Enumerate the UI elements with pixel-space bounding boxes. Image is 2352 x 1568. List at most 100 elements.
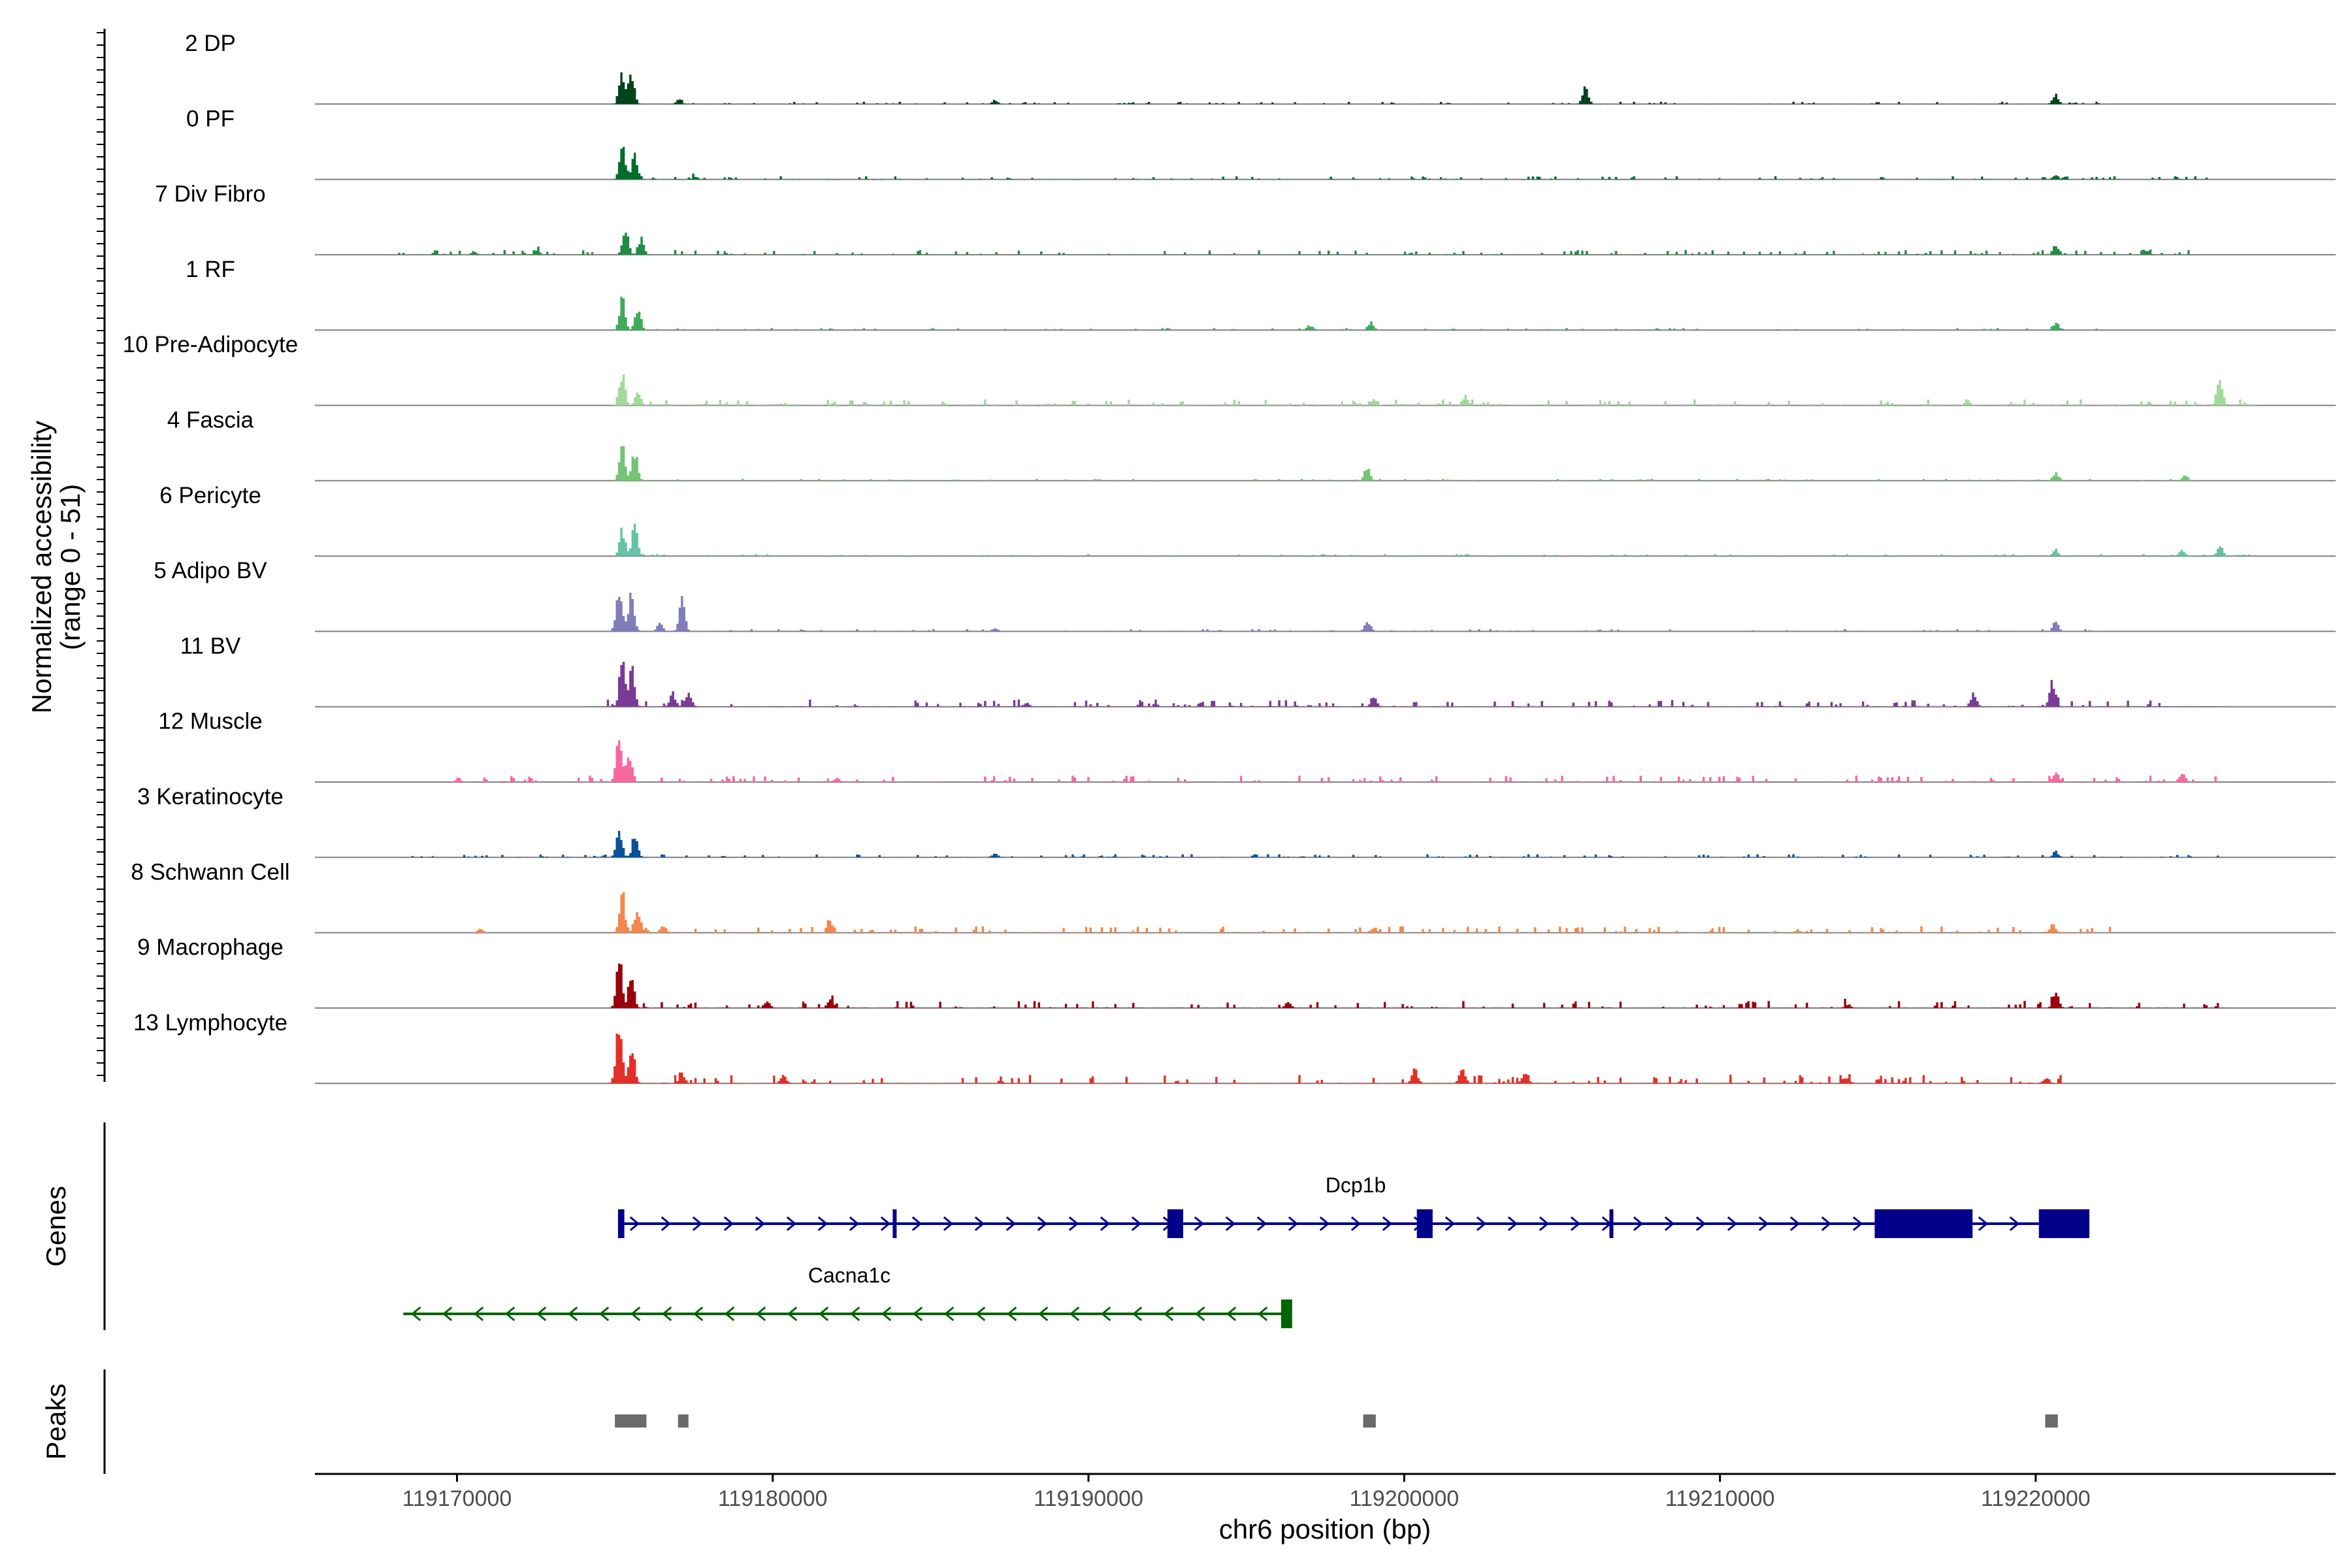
gene-strand-arrow: [1006, 1306, 1017, 1322]
x-axis-tick-label: 119200000: [1349, 1486, 1459, 1511]
coverage-y-axis: [97, 29, 106, 1082]
gene-strand-arrow: [1131, 1216, 1142, 1232]
gene-strand-arrow: [1695, 1216, 1707, 1232]
gene-strand-arrow: [536, 1306, 547, 1322]
gene-exon: [1609, 1209, 1614, 1238]
gene-strand-arrow: [1100, 1216, 1111, 1232]
gene-strand-arrow: [787, 1306, 798, 1322]
track-0: 2 DP: [185, 31, 2336, 105]
x-axis-tick-label: 119190000: [1034, 1486, 1143, 1511]
gene-strand-arrow: [1225, 1216, 1236, 1232]
gene-strand-arrow: [1132, 1306, 1143, 1322]
gene-strand-arrow: [1978, 1216, 1989, 1232]
track-label: 7 Div Fibro: [155, 182, 265, 207]
track-8: 11 BV: [180, 633, 2336, 708]
gene-strand-arrow: [1037, 1216, 1048, 1232]
gene-label: Dcp1b: [1326, 1173, 1386, 1197]
gene-strand-arrow: [661, 1306, 672, 1322]
x-axis-tick-label: 119170000: [402, 1486, 512, 1511]
gene-strand-arrow: [1821, 1216, 1832, 1232]
gene-strand-arrow: [818, 1306, 829, 1322]
track-7: 5 Adipo BV: [154, 558, 2336, 632]
gene-strand-arrow: [1758, 1216, 1769, 1232]
gene-strand-arrow: [755, 1216, 766, 1232]
peak-box: [678, 1414, 689, 1428]
gene-strand-arrow: [723, 1216, 734, 1232]
gene-strand-arrow: [1350, 1216, 1362, 1232]
track-11: 8 Schwann Cell: [131, 859, 2336, 934]
track-10: 3 Keratinocyte: [137, 784, 2336, 858]
gene-strand-arrow: [943, 1216, 954, 1232]
gene-strand-arrow: [2009, 1216, 2020, 1232]
gene-strand-arrow: [849, 1216, 860, 1232]
gene-models: Dcp1b Cacna1c: [403, 1173, 2090, 1328]
gene-cacna1c: Cacna1c: [403, 1264, 1292, 1328]
gene-label: Cacna1c: [808, 1264, 890, 1287]
track-6: 6 Pericyte: [159, 483, 2336, 557]
peaks-panel-label: Peaks: [41, 1384, 71, 1460]
gene-strand-arrow: [1068, 1216, 1079, 1232]
x-axis-tick-label: 119180000: [718, 1486, 828, 1511]
gene-exon: [1874, 1209, 1973, 1238]
gene-strand-arrow: [1445, 1216, 1456, 1232]
gene-strand-arrow: [1633, 1216, 1644, 1232]
track-label: 3 Keratinocyte: [137, 784, 284, 809]
gene-strand-arrow: [1005, 1216, 1017, 1232]
gene-strand-arrow: [693, 1306, 704, 1322]
gene-strand-arrow: [1194, 1216, 1205, 1232]
gene-strand-arrow: [975, 1306, 986, 1322]
track-label: 11 BV: [180, 633, 241, 659]
track-2: 7 Div Fibro: [155, 182, 2336, 255]
gene-strand-arrow: [1163, 1306, 1174, 1322]
gene-exon: [892, 1209, 897, 1238]
gene-strand-arrow: [629, 1216, 640, 1232]
x-axis: 119170000 119180000 119190000 119200000 1192…: [315, 1473, 2336, 1544]
track-label: 4 Fascia: [167, 408, 254, 433]
gene-strand-arrow: [1852, 1216, 1863, 1232]
gene-exon: [1281, 1299, 1292, 1328]
track-5: 4 Fascia: [167, 408, 2336, 482]
track-1: 0 PF: [186, 106, 2336, 180]
gene-strand-arrow: [1789, 1216, 1801, 1232]
gene-strand-arrow: [1069, 1306, 1080, 1322]
gene-exon: [1167, 1209, 1184, 1238]
gene-strand-arrow: [724, 1306, 735, 1322]
gene-strand-arrow: [881, 1306, 892, 1322]
gene-strand-arrow: [1100, 1306, 1111, 1322]
track-13: 13 Lymphocyte: [133, 1010, 2336, 1085]
gene-strand-arrow: [755, 1306, 766, 1322]
gene-exon: [617, 1209, 625, 1238]
coverage-y-axis-ticks: [97, 32, 105, 1076]
track-3: 1 RF: [186, 257, 2336, 331]
peaks-panel: Peaks: [41, 1369, 2058, 1474]
gene-strand-arrow: [410, 1306, 421, 1322]
track-4: 10 Pre-Adipocyte: [123, 332, 2336, 406]
track-label: 8 Schwann Cell: [131, 859, 289, 885]
peak-box: [1363, 1414, 1376, 1428]
genes-panel-label: Genes: [41, 1186, 71, 1267]
gene-strand-arrow: [1194, 1306, 1205, 1322]
y-axis-label: Normalized accessibility: [26, 421, 57, 713]
gene-strand-arrow: [1288, 1216, 1299, 1232]
gene-strand-arrow: [974, 1216, 985, 1232]
gene-strand-arrow: [1257, 1306, 1268, 1322]
gene-strand-arrow: [817, 1216, 828, 1232]
gene-strand-arrow: [880, 1216, 891, 1232]
gene-strand-arrow: [1664, 1216, 1675, 1232]
track-label: 5 Adipo BV: [154, 558, 267, 583]
gene-strand-arrow: [598, 1306, 610, 1322]
gene-strand-arrow: [1319, 1216, 1330, 1232]
coverage-tracks: 2 DP 0 PF 7 Div Fibro 1 RF 10 Pre-Adipocyte 4…: [123, 31, 2336, 1085]
peak-box: [2045, 1414, 2058, 1428]
x-axis-ticks: 119170000 119180000 119190000 119200000 1192…: [402, 1474, 2091, 1511]
track-label: 12 Muscle: [158, 709, 263, 734]
track-label: 1 RF: [186, 257, 235, 282]
genes-panel: Genes Dcp1b Cacna1c: [41, 1122, 2090, 1330]
gene-exon: [1416, 1209, 1433, 1238]
track-label: 2 DP: [185, 31, 236, 56]
peak-box: [615, 1414, 647, 1428]
track-9: 12 Muscle: [158, 709, 2336, 783]
gene-strand-arrow: [1476, 1216, 1487, 1232]
